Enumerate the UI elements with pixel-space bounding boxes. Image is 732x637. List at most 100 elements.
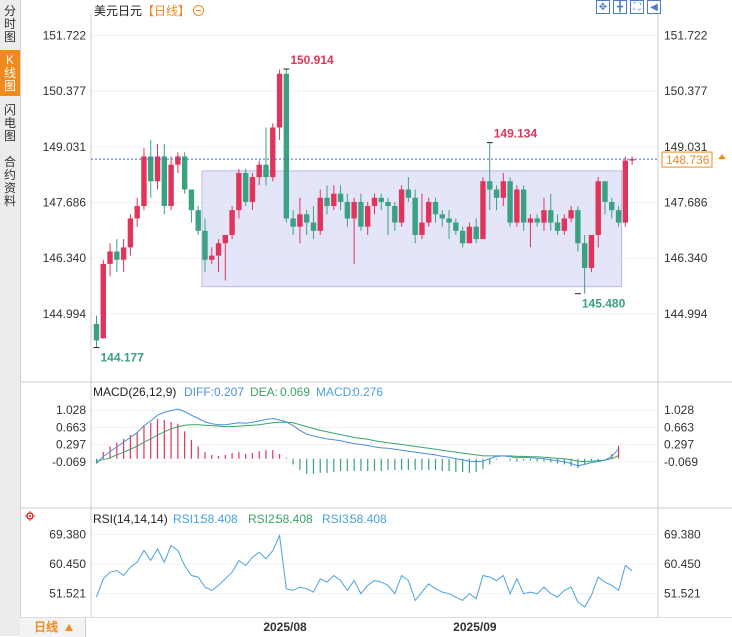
y-tick-right: 1.028 xyxy=(664,403,694,417)
settings-icon[interactable] xyxy=(25,511,35,521)
candle xyxy=(120,239,127,273)
macd-label: MACD: xyxy=(316,385,355,399)
candle xyxy=(548,193,554,231)
price-up-arrow-icon xyxy=(718,154,726,160)
candle xyxy=(249,172,256,211)
y-tick-left: 60.450 xyxy=(49,557,86,571)
dea-value: 0.069 xyxy=(280,385,310,399)
rsi1-label: RSI1: xyxy=(173,512,203,526)
candle xyxy=(107,243,113,277)
y-tick-right: 147.686 xyxy=(664,195,708,209)
candle xyxy=(154,144,161,190)
x-axis-label: 2025/09 xyxy=(453,620,497,634)
y-tick-right: -0.069 xyxy=(664,455,698,469)
candle xyxy=(419,193,425,240)
candle xyxy=(446,210,452,240)
candle xyxy=(168,156,174,211)
candle xyxy=(202,218,208,273)
y-tick-right: 0.297 xyxy=(664,438,694,452)
candle xyxy=(534,214,540,227)
y-tick-left: 146.340 xyxy=(43,251,87,265)
macd-value: 0.276 xyxy=(353,385,383,399)
candle xyxy=(181,152,188,194)
candle xyxy=(242,168,249,207)
candle xyxy=(371,193,378,215)
tab-time-chart[interactable]: 分时图 xyxy=(0,2,20,46)
current-price-label: 148.736 xyxy=(666,153,710,167)
candle xyxy=(514,185,520,227)
candle xyxy=(405,177,412,202)
candle xyxy=(324,185,330,215)
crosshair-icon[interactable]: ╋ xyxy=(613,0,627,14)
y-tick-right: 144.994 xyxy=(664,307,708,321)
fullscreen-icon[interactable]: ⛶ xyxy=(630,0,644,14)
candle xyxy=(310,206,317,240)
tab-contract-info[interactable]: 合约资料 xyxy=(0,152,20,212)
candle xyxy=(175,152,181,173)
candle xyxy=(148,139,154,198)
y-tick-left: 0.663 xyxy=(56,420,86,434)
circle-minus-icon[interactable] xyxy=(193,5,205,16)
candle xyxy=(195,206,201,235)
candle xyxy=(134,197,140,227)
candle xyxy=(209,247,215,264)
expand-icon[interactable]: ✥ xyxy=(596,0,610,14)
candle xyxy=(622,156,629,227)
back-icon[interactable]: ◀ xyxy=(647,0,661,14)
dea-line xyxy=(96,421,619,463)
y-tick-right: 60.450 xyxy=(664,557,701,571)
candle xyxy=(378,193,384,211)
candle xyxy=(602,181,608,215)
candle xyxy=(520,185,527,231)
candle xyxy=(276,69,283,140)
candle xyxy=(609,197,615,219)
candle xyxy=(473,218,479,244)
rsi3-label: RSI3: xyxy=(322,512,352,526)
annotation-label: 150.914 xyxy=(290,53,334,67)
candle xyxy=(426,197,432,227)
candle xyxy=(344,193,351,227)
candle xyxy=(303,210,310,235)
candle xyxy=(453,218,459,235)
y-tick-left: 147.686 xyxy=(43,195,87,209)
rsi1-line xyxy=(96,533,633,608)
candle xyxy=(385,197,391,235)
rsi2-value: 58.408 xyxy=(276,512,313,526)
y-tick-left: 150.377 xyxy=(43,84,87,98)
candle xyxy=(439,210,445,227)
candle xyxy=(575,206,581,252)
candle xyxy=(480,177,486,240)
candle xyxy=(412,189,418,244)
candle xyxy=(541,197,547,231)
candle xyxy=(337,185,344,211)
candlestick-series xyxy=(93,69,635,348)
symbol-title: 美元日元 xyxy=(94,4,143,18)
candle xyxy=(500,172,506,207)
candle xyxy=(561,214,568,235)
tab-k-line[interactable]: K线图 xyxy=(0,50,20,96)
tab-flash-chart[interactable]: 闪电图 xyxy=(0,100,20,146)
rsi3-value: 58.408 xyxy=(350,512,387,526)
tab-label: 分时图 xyxy=(3,3,16,44)
candle xyxy=(527,214,534,248)
annotation-label: 144.177 xyxy=(101,351,145,365)
candle xyxy=(581,234,588,294)
candle xyxy=(358,193,364,231)
candle xyxy=(161,144,167,215)
candle xyxy=(114,239,120,273)
period-select[interactable]: 日线 xyxy=(20,618,86,637)
bottom-bar: 日线 2025/08 2025/09 xyxy=(20,617,732,637)
period-tag: 【日线】 xyxy=(142,4,191,18)
consolidation-box xyxy=(201,170,623,288)
current-price-tag: 148.736 xyxy=(91,151,726,168)
chart-area[interactable]: 151.722 151.722 150.377 150.377 149.031 149.0… xyxy=(0,0,732,617)
y-tick-right: 151.722 xyxy=(664,29,708,43)
diff-label: DIFF: xyxy=(184,385,214,399)
triangle-up-icon xyxy=(65,624,74,631)
candle xyxy=(615,206,622,227)
y-tick-right: 0.663 xyxy=(664,420,694,434)
tab-label: 合约资料 xyxy=(3,155,16,208)
candle xyxy=(487,142,493,211)
candle xyxy=(351,197,357,264)
rsi-panel: 69.380 69.380 60.450 60.450 51.521 51.521 xyxy=(49,527,701,608)
